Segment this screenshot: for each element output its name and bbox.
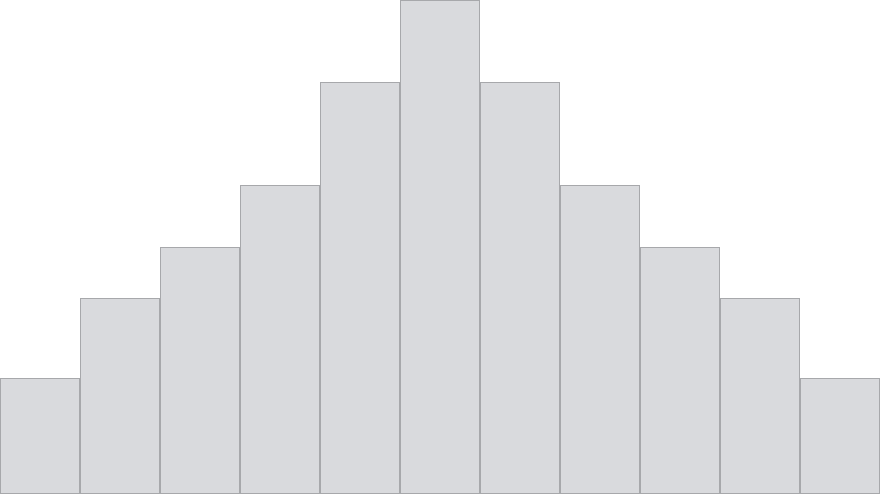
bar-6 — [400, 0, 480, 494]
bar-8 — [560, 185, 640, 494]
bar-5 — [320, 82, 400, 494]
bar-4 — [240, 185, 320, 494]
bar-10 — [720, 298, 800, 494]
bar-9 — [640, 247, 720, 494]
bar-7 — [480, 82, 560, 494]
bar-11 — [800, 378, 880, 494]
bar-3 — [160, 247, 240, 494]
bar-1 — [0, 378, 80, 494]
bar-2 — [80, 298, 160, 494]
